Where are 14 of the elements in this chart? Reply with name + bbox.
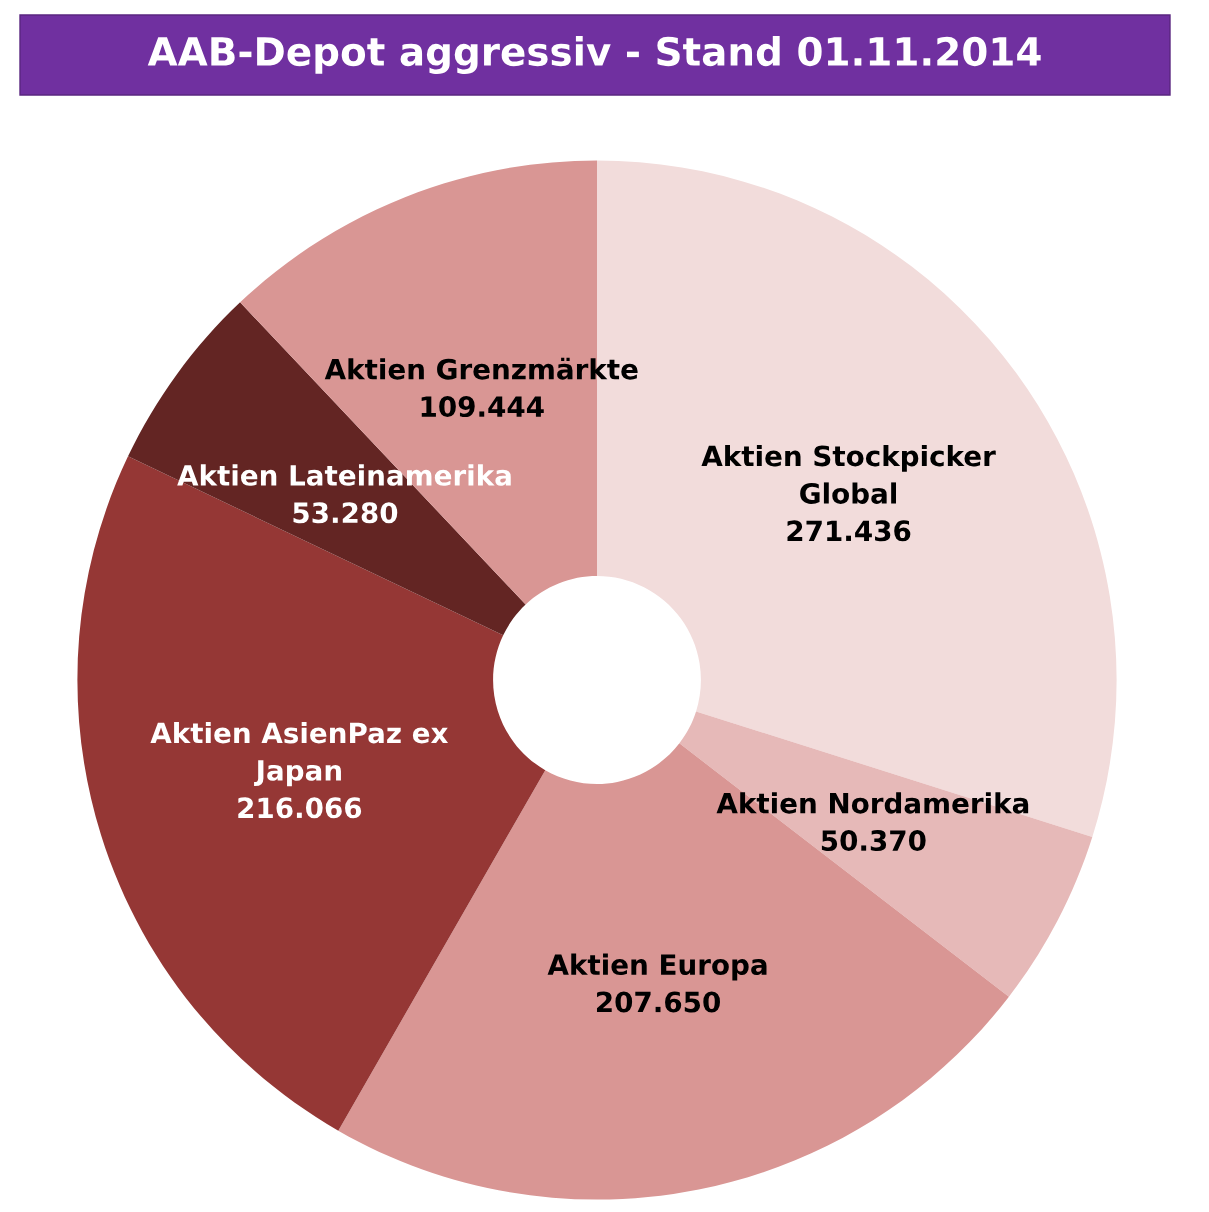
- data-label: 216.066: [238, 797, 362, 819]
- data-label: 50.370: [821, 830, 926, 852]
- chart-title: AAB-Depot aggressiv - Stand 01.11.2014: [147, 36, 1041, 74]
- data-label: 53.280: [293, 502, 398, 524]
- slice-label: Aktien Europa: [547, 953, 767, 981]
- data-label: 207.650: [596, 991, 720, 1013]
- slice-label: Aktien Lateinamerika: [177, 464, 511, 486]
- data-label: 109.444: [421, 396, 544, 418]
- slice-label: Aktien Nordamerika: [716, 792, 1029, 814]
- slice-label: Aktien Grenzmärkte: [324, 357, 638, 380]
- data-label: 271.436: [787, 520, 911, 542]
- donut-slice: [77, 456, 546, 1131]
- slice-label: Aktien Stockpicker Global: [701, 444, 996, 504]
- slice-label: Aktien AsienPaz ex Japan: [150, 721, 449, 787]
